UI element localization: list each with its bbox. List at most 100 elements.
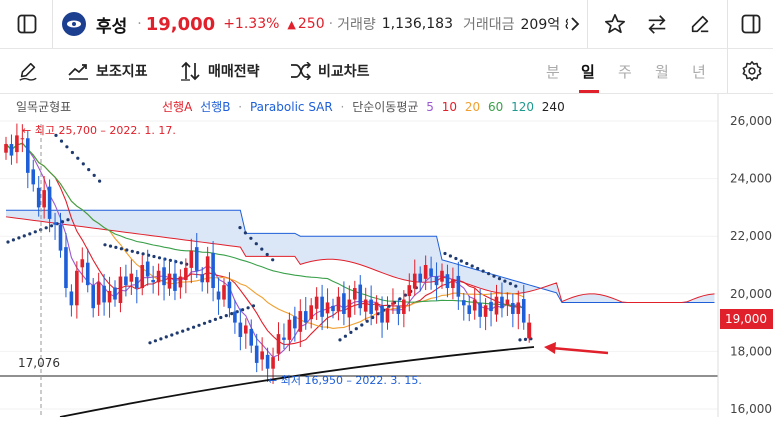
candle-body [227,281,232,309]
y-tick-label: 20,000 [730,287,772,301]
candle-body [429,268,433,277]
candle-body [64,247,68,289]
candle-body [140,265,145,289]
indicators-button[interactable]: 보조지표 [68,49,148,93]
candle-body [238,322,243,337]
ma-line [5,142,524,346]
chevron-right-icon[interactable] [568,14,582,34]
candle-body [402,299,406,314]
candle-body [325,302,330,314]
sar-dot [22,234,26,238]
settings-gear-icon[interactable] [740,59,764,83]
sar-dot [92,173,96,177]
current-price-badge [720,309,773,329]
pen-icon[interactable] [16,59,40,83]
legend-span-a: 선행A [162,99,193,114]
candle-body [178,276,183,288]
sar-dot [465,261,469,266]
sar-dot [360,323,364,327]
sar-dot [448,254,452,258]
candle-body [194,247,199,271]
sar-dot [17,236,21,240]
legend-ichimoku: 일목균형표 [16,100,71,114]
legend-ma-20: 20 [465,100,480,114]
sar-dot [387,304,391,308]
candle-body [135,277,139,289]
swap-icon[interactable] [645,12,669,36]
candle-body [47,186,52,219]
sar-dot [249,236,253,240]
candle-body [462,300,466,306]
ma-line [5,142,525,358]
candle-body [271,357,275,369]
candle-body [445,274,450,289]
candle-body [369,299,373,314]
candle-body [331,305,335,312]
edit-icon[interactable] [688,12,712,36]
sar-dot [398,297,402,301]
period-week[interactable]: 주 [618,62,632,81]
y-tick-label: 24,000 [730,172,772,186]
candle-body [31,169,36,185]
trend-icon [68,64,88,80]
candle-body [200,274,204,283]
ichimoku-cloud [6,210,715,303]
sar-dot [59,139,64,143]
sar-dot [251,304,256,308]
sidebar-toggle-icon[interactable] [16,13,38,35]
candle-body [451,279,455,289]
sar-dot [349,330,353,334]
legend-sar: Parabolic SAR [250,100,333,114]
candle-body [113,287,117,300]
candle-body [478,303,482,317]
sar-dot [170,333,174,337]
star-icon[interactable] [603,12,627,36]
candle-body [320,296,324,317]
period-day[interactable]: 일 [581,62,595,81]
sar-dot [443,251,447,256]
panel-icon[interactable] [740,13,762,35]
sar-dot [497,277,502,281]
divider [727,0,728,48]
candle-body [96,282,101,305]
candlestick-chart-svg[interactable]: 26,000 24,000 22,000 20,000 18,000 16,000 19,… [0,94,773,418]
candle-body [107,290,112,303]
candle-body [156,270,161,283]
sar-dot [157,256,162,260]
ma-line [5,142,524,308]
shuffle-icon [291,62,312,80]
candle-body [124,276,128,286]
sar-dot [514,284,518,288]
candle-body [9,144,14,156]
sar-dot [487,272,491,276]
change-amount: 250 [297,16,325,32]
candle-body [254,345,259,363]
price-chart[interactable]: 26,000 24,000 22,000 20,000 18,000 16,000 19,… [0,94,773,418]
sar-dot [103,243,107,247]
sar-dot [470,264,474,268]
period-month[interactable]: 월 [655,62,669,81]
sar-dot [238,226,242,230]
period-year[interactable]: 년 [692,62,706,81]
candle-body [353,288,357,300]
candle-body [511,303,515,314]
candle-body [303,311,308,323]
candle-body [374,302,379,311]
candle-body [396,305,401,314]
sar-dot [153,339,157,343]
candle-body [42,190,46,208]
sar-dot [354,327,358,331]
sar-dot [192,325,196,329]
stock-name[interactable]: 후성 [96,16,128,37]
compare-button[interactable]: 비교차트 [290,49,370,93]
sar-dot [28,232,32,236]
svg-text:선행A 선행B · Pa: 선행A 선행B · Parabolic SAR · 단순이동평균 5 10 20… [162,99,565,114]
current-price: 19,000 [145,13,216,35]
period-minute[interactable]: 분 [546,62,560,81]
sar-dot [60,220,65,224]
sar-dot [518,338,522,342]
ticker-summary: 후성 · 19,000 +1.33% ▲ 250 · 거래량 1,136,183… [62,0,584,48]
legend-ma-120: 120 [511,100,534,114]
divider [587,0,588,48]
strategy-button[interactable]: 매매전략 [180,49,260,93]
